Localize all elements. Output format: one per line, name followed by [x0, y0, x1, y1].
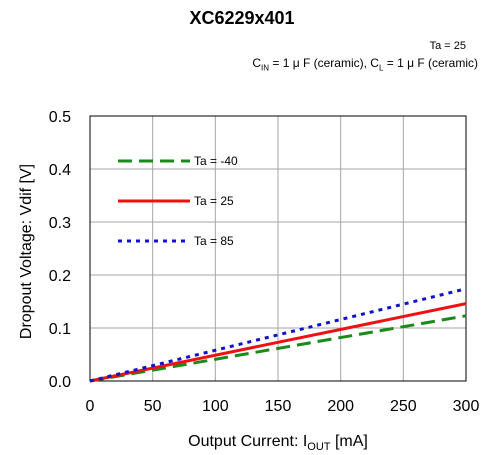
y-tick-label: 0.5	[49, 109, 71, 126]
x-axis-label-subscript: OUT	[307, 441, 331, 453]
x-tick-label: 50	[144, 398, 162, 415]
plot-frame	[89, 115, 467, 382]
cl-subscript: L	[378, 63, 384, 73]
legend-label-2: Ta = 25	[194, 194, 234, 208]
x-tick-label: 200	[327, 398, 354, 415]
temperature-condition: Ta = 25	[429, 40, 466, 52]
y-axis-label: Dropout Voltage: Vdif [V]	[18, 164, 35, 339]
y-tick-label: 0.2	[49, 268, 71, 285]
series-line-2	[89, 302, 467, 383]
chart-title: XC6229x401	[189, 8, 295, 28]
cin-subscript: IN	[261, 63, 270, 73]
series-line-1	[89, 314, 467, 383]
x-axis-label-prefix: Output Current: I	[188, 433, 307, 450]
x-axis-label-suffix: [mA]	[331, 433, 368, 450]
x-tick-labels: 0 50 100 150 200 250 300	[86, 398, 480, 415]
y-tick-labels: 0.0 0.1 0.2 0.3 0.4 0.5	[49, 109, 71, 391]
x-tick-label: 0	[86, 398, 95, 415]
series-line-3	[89, 287, 467, 383]
y-tick-label: 0.3	[49, 215, 71, 232]
capacitor-condition: CIN = 1 μ F (ceramic), CL = 1 μ F (ceram…	[252, 56, 478, 73]
x-tick-label: 150	[265, 398, 292, 415]
legend-label-3: Ta = 85	[194, 234, 234, 248]
y-tick-label: 0.1	[49, 321, 71, 338]
series-lines	[89, 287, 467, 383]
cl-text: = 1 μ F (ceramic)	[383, 56, 478, 70]
x-tick-label: 100	[202, 398, 229, 415]
cin-text: = 1 μ F (ceramic), C	[269, 56, 379, 70]
x-tick-label: 250	[390, 398, 417, 415]
legend: Ta = -40 Ta = 25 Ta = 85	[118, 154, 238, 248]
legend-label-1: Ta = -40	[194, 154, 238, 168]
x-tick-label: 300	[453, 398, 480, 415]
y-tick-label: 0.4	[49, 162, 71, 179]
x-axis-label: Output Current: IOUT [mA]	[188, 433, 368, 453]
y-tick-label: 0.0	[49, 374, 71, 391]
